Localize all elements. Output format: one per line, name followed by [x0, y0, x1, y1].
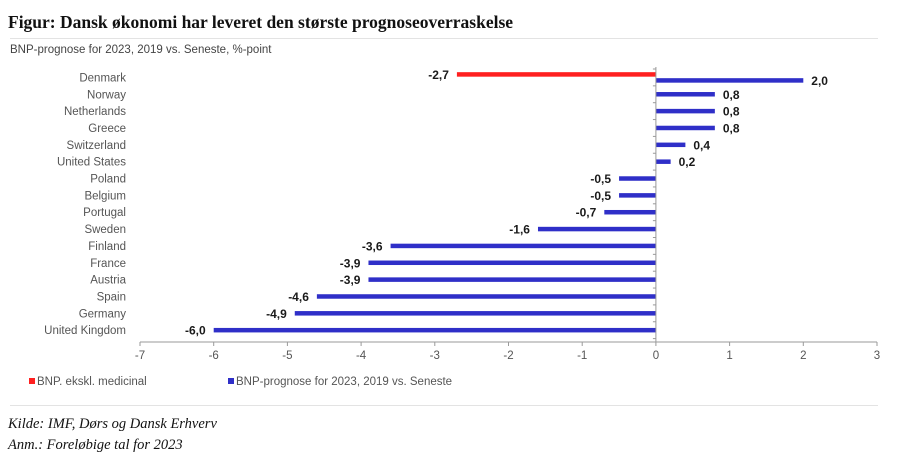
bar-blue — [619, 176, 656, 181]
category-label: Finland — [88, 241, 126, 253]
category-label: Belgium — [84, 190, 126, 202]
x-tick-label: 2 — [800, 350, 806, 362]
category-label: Poland — [90, 174, 126, 186]
legend-swatch — [29, 378, 35, 384]
bar-blue — [655, 92, 715, 97]
source-note: Kilde: IMF, Dørs og Dansk Erhverv — [8, 416, 217, 432]
data-label: -4,6 — [288, 290, 309, 304]
category-label: Austria — [90, 275, 126, 287]
data-label: 0,4 — [693, 138, 710, 152]
bar-blue — [368, 260, 656, 266]
x-tick-label: 0 — [653, 350, 659, 362]
legend-swatch — [228, 378, 234, 384]
category-label: Denmark — [79, 72, 126, 84]
x-tick-label: -5 — [282, 350, 292, 362]
x-tick-label: 1 — [726, 350, 732, 362]
data-label: -3,9 — [340, 256, 361, 270]
data-label: -0,5 — [590, 189, 611, 203]
frame-top-line — [10, 38, 878, 39]
category-label: United Kingdom — [44, 325, 126, 337]
x-tick-label: -1 — [577, 350, 587, 362]
bar-blue — [368, 277, 656, 282]
category-label: Portugal — [83, 207, 126, 219]
category-label: France — [90, 258, 126, 270]
x-tick-label: -4 — [356, 350, 367, 362]
legend-label: BNP-prognose for 2023, 2019 vs. Seneste — [236, 376, 452, 388]
x-tick-label: -3 — [430, 350, 440, 362]
category-label: Greece — [88, 123, 126, 135]
data-label: 0,8 — [723, 88, 740, 102]
x-tick-label: -7 — [135, 350, 145, 362]
data-label: -1,6 — [509, 223, 530, 237]
bar-blue — [537, 226, 656, 232]
legend-label: BNP. ekskl. medicinal — [37, 376, 147, 388]
data-label: 2,0 — [811, 74, 828, 88]
data-label: -3,9 — [340, 273, 361, 287]
category-label: United States — [57, 157, 126, 169]
bar-blue — [390, 243, 656, 249]
figure-title: Figur: Dansk økonomi har leveret den stø… — [8, 12, 514, 32]
category-label: Spain — [97, 291, 126, 303]
bar-blue — [655, 142, 686, 148]
frame-bottom-line — [10, 405, 878, 406]
bar-blue — [655, 159, 671, 164]
data-label: 0,2 — [679, 155, 696, 169]
x-tick-label: 3 — [874, 350, 880, 362]
bar-red — [456, 72, 656, 77]
bar-blue — [294, 311, 656, 316]
x-tick-label: -2 — [503, 350, 513, 362]
category-label: Switzerland — [67, 140, 126, 152]
data-label: 0,8 — [723, 121, 740, 135]
data-label: -0,5 — [590, 172, 611, 186]
figure-subtitle: BNP-prognose for 2023, 2019 vs. Seneste,… — [10, 44, 272, 56]
category-label: Netherlands — [64, 106, 126, 118]
bar-blue — [655, 125, 715, 131]
bar-blue — [655, 78, 804, 83]
data-label: -3,6 — [362, 239, 383, 253]
data-label: 0,8 — [723, 105, 740, 119]
bar-chart: Denmark Norway Netherlands Greece Switzerlan… — [29, 67, 880, 388]
footnote: Anm.: Foreløbige tal for 2023 — [8, 437, 183, 453]
data-label: -2,7 — [428, 68, 449, 82]
bar-blue — [213, 327, 656, 333]
data-label: -4,9 — [266, 307, 287, 321]
category-label: Germany — [79, 308, 127, 320]
x-tick-label: -6 — [209, 350, 219, 362]
bar-blue — [316, 294, 656, 299]
data-label: -6,0 — [185, 324, 206, 338]
bar-blue — [619, 193, 656, 198]
bar-blue — [604, 209, 656, 215]
data-label: -0,7 — [576, 206, 597, 220]
category-label: Norway — [87, 89, 126, 101]
bar-blue — [655, 108, 715, 114]
category-label: Sweden — [84, 224, 126, 236]
